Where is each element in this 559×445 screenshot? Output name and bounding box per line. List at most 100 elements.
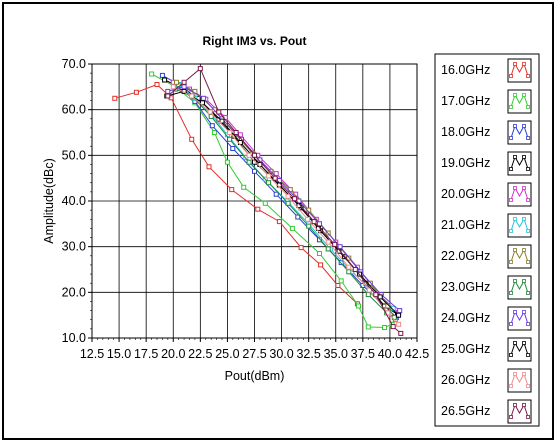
x-tick-label: 25.0 (215, 347, 239, 361)
legend-marker (509, 415, 513, 419)
data-point-marker (396, 312, 402, 318)
legend-label: 18.0GHz (441, 125, 490, 139)
data-point-marker (285, 200, 291, 206)
legend-line-sample (510, 248, 529, 263)
data-point-marker (112, 95, 118, 101)
legend-marker (522, 248, 526, 252)
data-point-marker (174, 79, 179, 85)
data-point-marker (305, 216, 311, 222)
legend-label: 26.5GHz (441, 404, 490, 418)
data-point-marker (149, 71, 155, 77)
legend-marker (509, 167, 513, 171)
legend-marker (526, 229, 530, 233)
legend-line-sample (510, 93, 529, 108)
x-axis-label: Pout(dBm) (225, 369, 285, 383)
data-point-marker (390, 324, 396, 330)
legend-swatch (507, 120, 532, 145)
data-point-marker (181, 79, 187, 85)
data-point-marker (285, 193, 291, 199)
y-tick-label: 20.0 (62, 285, 86, 299)
legend (434, 53, 540, 427)
legend-line-sample (510, 279, 529, 294)
x-tick-label: 37.5 (351, 347, 375, 361)
data-point-marker (165, 93, 171, 99)
data-point-marker (252, 152, 257, 158)
data-point-marker (197, 66, 203, 72)
legend-label: 21.0GHz (441, 218, 490, 232)
legend-marker (509, 198, 513, 202)
legend-marker (526, 167, 530, 171)
legend-marker (509, 260, 513, 264)
data-point-marker (189, 136, 195, 142)
legend-swatch (507, 213, 532, 238)
data-point-marker (356, 303, 361, 309)
data-point-marker (227, 136, 233, 142)
data-point-marker (227, 130, 233, 135)
data-point-marker (224, 159, 230, 165)
legend-marker (522, 93, 526, 97)
legend-swatch (507, 306, 532, 331)
data-point-marker (206, 164, 212, 170)
legend-swatch (507, 151, 532, 176)
x-tick-label: 12.5 (80, 347, 104, 361)
data-point-marker (325, 239, 331, 245)
x-tick-label: 27.5 (242, 347, 266, 361)
data-point-marker (317, 237, 322, 243)
x-tick-label: 20.0 (161, 347, 185, 361)
legend-marker (509, 291, 513, 295)
data-point-marker (233, 130, 239, 135)
x-tick-label: 32.5 (296, 347, 320, 361)
data-point-marker (317, 251, 322, 256)
legend-line-sample (510, 124, 529, 139)
legend-marker (513, 217, 517, 221)
legend-marker (526, 322, 530, 326)
data-point-marker (154, 82, 160, 87)
y-tick-label: 40.0 (62, 194, 86, 208)
data-point-marker (272, 175, 278, 181)
legend-marker (513, 310, 517, 314)
x-tick-label: 35.0 (324, 347, 348, 361)
legend-marker (513, 62, 517, 66)
data-point-marker (382, 325, 387, 330)
series-lines (112, 66, 404, 336)
data-point-marker (346, 269, 352, 275)
legend-marker (513, 341, 517, 345)
legend-swatch (507, 244, 532, 269)
legend-line-sample (510, 62, 529, 77)
y-tick-label: 10.0 (62, 331, 86, 345)
legend-marker (513, 93, 517, 97)
legend-marker (522, 124, 526, 128)
legend-label: 19.0GHz (441, 156, 490, 170)
data-point-marker (207, 109, 213, 115)
legend-marker (513, 248, 517, 252)
data-point-marker (252, 168, 257, 174)
data-point-marker (255, 206, 261, 212)
x-tick-label: 40.0 (378, 347, 402, 361)
legend-marker (526, 384, 530, 388)
data-point-marker (162, 77, 168, 83)
series-23-0ghz (172, 86, 397, 320)
data-point-marker (289, 225, 295, 231)
data-point-marker (241, 184, 247, 190)
data-point-marker (266, 180, 272, 186)
data-point-marker (216, 109, 222, 115)
legend-marker (522, 217, 526, 221)
legend-marker (513, 403, 517, 407)
legend-swatch (507, 89, 532, 114)
legend-marker (526, 353, 530, 357)
legend-marker (522, 341, 526, 345)
data-point-marker (352, 267, 358, 272)
data-point-marker (298, 245, 304, 251)
data-point-marker (189, 93, 195, 99)
legend-marker (526, 136, 530, 140)
legend-marker (513, 372, 517, 376)
data-point-marker (335, 283, 341, 288)
legend-line-sample (510, 155, 529, 170)
legend-swatch (507, 58, 532, 83)
legend-label: 20.0GHz (441, 187, 490, 201)
legend-marker (526, 291, 530, 295)
y-tick-label: 50.0 (62, 148, 86, 162)
data-point-marker (159, 72, 165, 78)
legend-line-sample (510, 341, 529, 356)
